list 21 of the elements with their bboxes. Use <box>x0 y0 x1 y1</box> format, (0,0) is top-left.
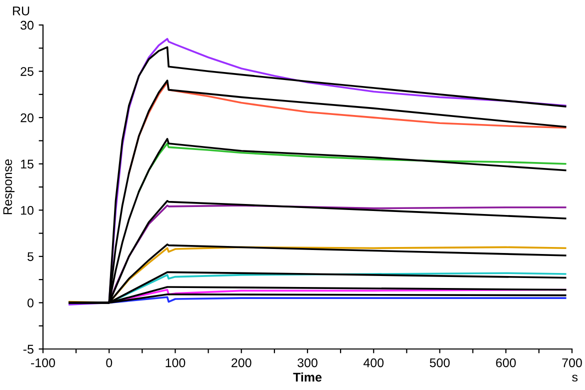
y-tick-label: 10 <box>21 206 34 215</box>
y-tick-label: 5 <box>28 252 34 262</box>
x-tick-label: -100 <box>31 358 56 368</box>
x-tick-label: 600 <box>496 358 516 368</box>
x-tick-label: 500 <box>430 358 450 368</box>
x-axis-title: Time <box>293 372 322 382</box>
x-tick-label: 700 <box>562 358 582 368</box>
y-tick-label: 25 <box>20 67 34 76</box>
y-tick-label: 15 <box>21 160 34 169</box>
y-tick-label: 20 <box>20 113 34 122</box>
x-tick-label: 400 <box>363 358 384 368</box>
y-tick-label: 0 <box>28 298 34 308</box>
x-tick-label: 0 <box>106 358 112 368</box>
x-tick-label: 200 <box>232 358 252 368</box>
text: RU <box>13 6 30 16</box>
y-tick-label: 30 <box>20 20 34 30</box>
x-tick-label: 300 <box>298 358 318 368</box>
y-axis-title: Response <box>3 159 15 214</box>
x-tick-label: 100 <box>166 358 186 368</box>
y-tick-label: -5 <box>23 344 34 354</box>
text: s <box>572 374 578 382</box>
